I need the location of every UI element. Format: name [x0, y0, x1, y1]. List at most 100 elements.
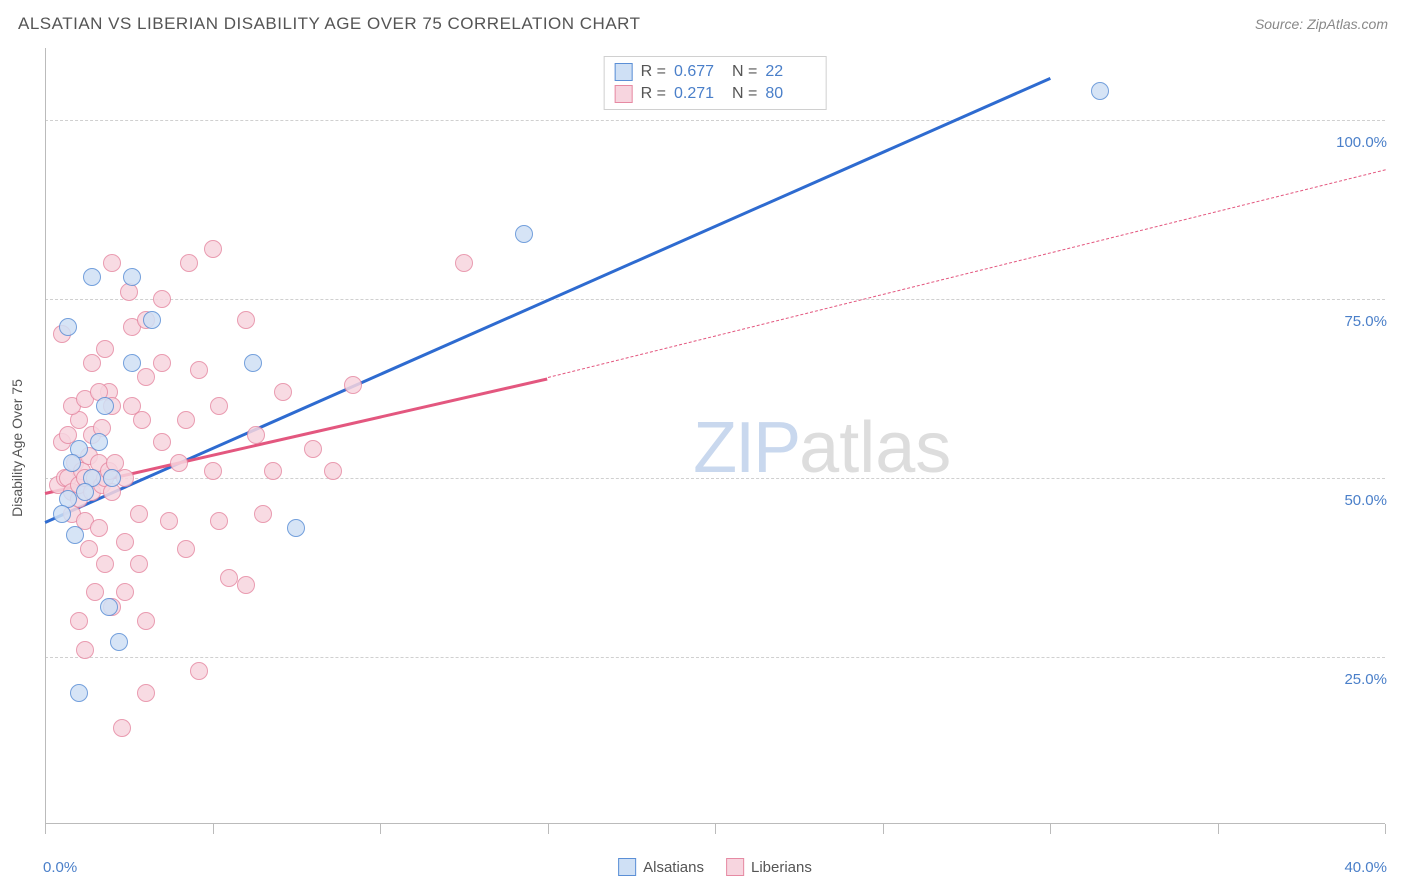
n-label: N =: [732, 63, 757, 81]
data-point-liberians: [113, 719, 131, 737]
y-tick-label: 50.0%: [1344, 492, 1387, 509]
y-axis-label: Disability Age Over 75: [9, 379, 25, 517]
data-point-liberians: [80, 540, 98, 558]
r-label: R =: [641, 63, 666, 81]
gridline: [45, 478, 1385, 479]
data-point-liberians: [116, 533, 134, 551]
legend-label: Liberians: [751, 859, 812, 876]
x-tick: [213, 824, 214, 834]
data-point-liberians: [190, 662, 208, 680]
data-point-liberians: [324, 462, 342, 480]
data-point-liberians: [70, 612, 88, 630]
x-tick: [380, 824, 381, 834]
trend-line: [44, 77, 1050, 523]
data-point-liberians: [254, 505, 272, 523]
x-tick: [548, 824, 549, 834]
legend-item: Liberians: [726, 858, 812, 876]
data-point-liberians: [153, 290, 171, 308]
data-point-alsatians: [103, 469, 121, 487]
data-point-alsatians: [287, 519, 305, 537]
data-point-liberians: [130, 555, 148, 573]
x-tick: [45, 824, 46, 834]
swatch-icon: [615, 85, 633, 103]
data-point-liberians: [237, 576, 255, 594]
series-legend: Alsatians Liberians: [618, 858, 812, 876]
data-point-liberians: [96, 340, 114, 358]
x-max-label: 40.0%: [1344, 859, 1387, 876]
data-point-alsatians: [66, 526, 84, 544]
data-point-liberians: [83, 354, 101, 372]
data-point-liberians: [247, 426, 265, 444]
data-point-liberians: [274, 383, 292, 401]
data-point-liberians: [304, 440, 322, 458]
scatter-plot: 25.0%50.0%75.0%100.0%0.0%40.0%: [45, 48, 1385, 848]
data-point-liberians: [210, 397, 228, 415]
y-tick-label: 100.0%: [1336, 134, 1387, 151]
swatch-icon: [615, 63, 633, 81]
data-point-liberians: [264, 462, 282, 480]
data-point-liberians: [180, 254, 198, 272]
gridline: [45, 120, 1385, 121]
data-point-liberians: [455, 254, 473, 272]
x-tick: [1385, 824, 1386, 834]
data-point-liberians: [177, 540, 195, 558]
data-point-alsatians: [123, 354, 141, 372]
x-tick: [883, 824, 884, 834]
y-tick-label: 25.0%: [1344, 671, 1387, 688]
data-point-alsatians: [244, 354, 262, 372]
data-point-liberians: [220, 569, 238, 587]
r-value: 0.677: [674, 63, 724, 81]
x-tick: [1050, 824, 1051, 834]
correlation-stats-box: R =0.677N =22R =0.271N =80: [604, 56, 827, 110]
data-point-liberians: [190, 361, 208, 379]
trend-line: [547, 170, 1385, 379]
data-point-liberians: [137, 684, 155, 702]
data-point-alsatians: [70, 684, 88, 702]
data-point-alsatians: [100, 598, 118, 616]
data-point-alsatians: [1091, 82, 1109, 100]
legend-label: Alsatians: [643, 859, 704, 876]
y-tick-label: 75.0%: [1344, 313, 1387, 330]
data-point-alsatians: [515, 225, 533, 243]
data-point-liberians: [344, 376, 362, 394]
data-point-liberians: [237, 311, 255, 329]
data-point-liberians: [153, 354, 171, 372]
data-point-liberians: [90, 519, 108, 537]
y-axis-line: [45, 48, 46, 824]
r-label: R =: [641, 85, 666, 103]
x-tick: [715, 824, 716, 834]
chart-title: ALSATIAN VS LIBERIAN DISABILITY AGE OVER…: [18, 14, 641, 34]
data-point-liberians: [133, 411, 151, 429]
chart-header: ALSATIAN VS LIBERIAN DISABILITY AGE OVER…: [0, 0, 1406, 48]
data-point-liberians: [96, 555, 114, 573]
x-tick: [1218, 824, 1219, 834]
data-point-alsatians: [83, 268, 101, 286]
source-attribution: Source: ZipAtlas.com: [1255, 16, 1388, 32]
data-point-liberians: [76, 641, 94, 659]
data-point-liberians: [103, 254, 121, 272]
x-min-label: 0.0%: [43, 859, 77, 876]
n-value: 22: [765, 63, 815, 81]
data-point-liberians: [210, 512, 228, 530]
data-point-alsatians: [63, 454, 81, 472]
data-point-liberians: [137, 612, 155, 630]
data-point-alsatians: [90, 433, 108, 451]
data-point-alsatians: [143, 311, 161, 329]
swatch-icon: [726, 858, 744, 876]
data-point-alsatians: [123, 268, 141, 286]
gridline: [45, 657, 1385, 658]
data-point-alsatians: [96, 397, 114, 415]
data-point-liberians: [116, 583, 134, 601]
data-point-alsatians: [53, 505, 71, 523]
data-point-alsatians: [76, 483, 94, 501]
data-point-alsatians: [110, 633, 128, 651]
legend-item: Alsatians: [618, 858, 704, 876]
data-point-liberians: [130, 505, 148, 523]
data-point-alsatians: [59, 318, 77, 336]
n-value: 80: [765, 85, 815, 103]
gridline: [45, 299, 1385, 300]
data-point-liberians: [137, 368, 155, 386]
data-point-liberians: [177, 411, 195, 429]
data-point-liberians: [160, 512, 178, 530]
chart-area: Disability Age Over 75 25.0%50.0%75.0%10…: [45, 48, 1385, 848]
